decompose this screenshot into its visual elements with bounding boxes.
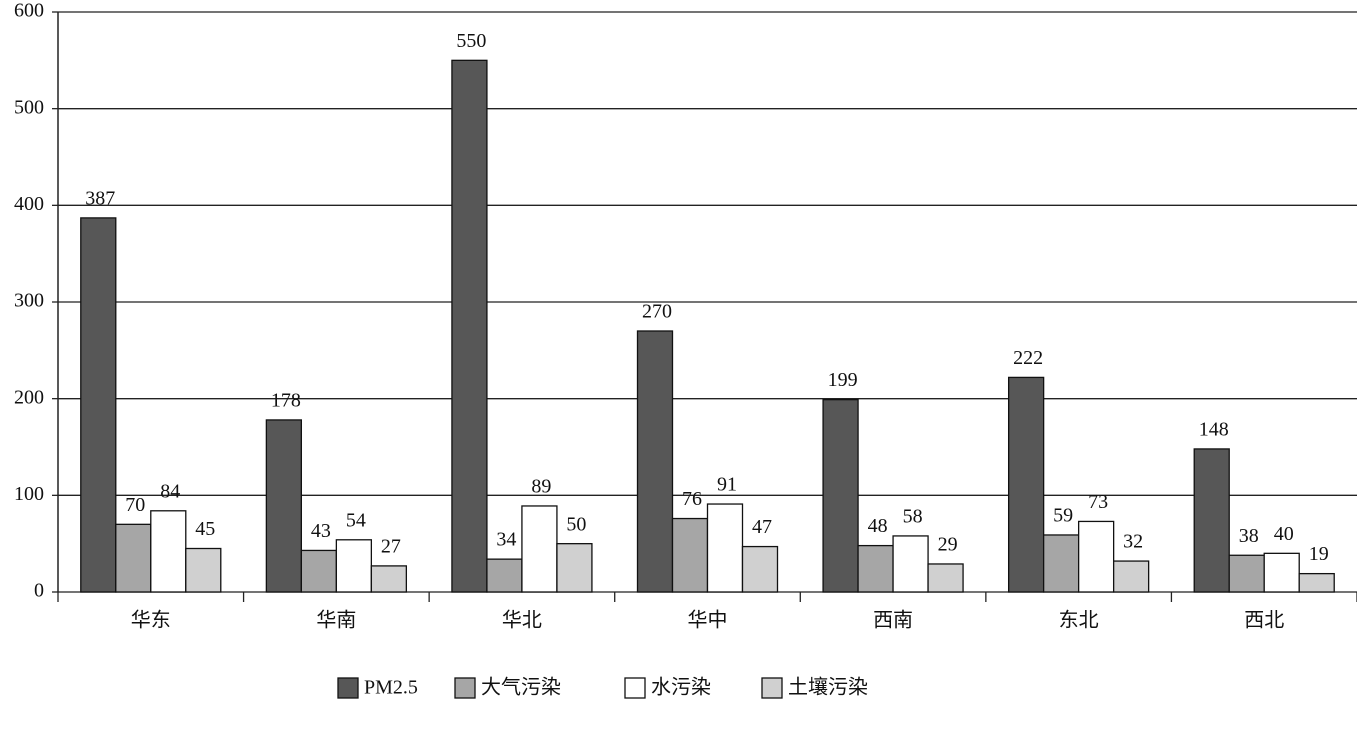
bar	[927, 563, 964, 593]
legend-swatch	[624, 677, 646, 699]
value-label: 58	[903, 506, 923, 528]
value-label: 387	[85, 187, 115, 209]
value-label: 45	[195, 518, 215, 540]
bar	[80, 217, 117, 593]
legend-swatch	[761, 677, 783, 699]
value-label: 38	[1239, 525, 1259, 547]
bar	[1077, 520, 1115, 593]
legend-swatch	[454, 677, 476, 699]
y-tick-label: 300	[14, 290, 44, 312]
bar	[115, 523, 152, 593]
bar	[300, 549, 338, 593]
value-label: 34	[496, 529, 516, 551]
bar	[451, 59, 488, 593]
x-tick-label: 西南	[873, 609, 913, 632]
bar	[892, 535, 929, 593]
value-label: 50	[566, 513, 586, 535]
x-tick-label: 华南	[316, 609, 356, 632]
value-label: 199	[828, 369, 858, 391]
legend-swatch	[337, 677, 359, 699]
bar	[1007, 376, 1045, 593]
value-label: 76	[682, 488, 702, 510]
bar	[1112, 560, 1150, 593]
value-label: 32	[1123, 531, 1143, 553]
bar	[741, 545, 779, 593]
value-label: 91	[717, 474, 737, 496]
bar	[822, 398, 859, 593]
value-label: 550	[456, 30, 486, 52]
bar	[1298, 572, 1335, 593]
bar	[556, 543, 593, 593]
legend-label: 水污染	[651, 676, 711, 699]
bar	[335, 539, 373, 593]
value-label: 222	[1013, 347, 1043, 369]
y-tick-label: 200	[14, 386, 44, 408]
bar	[150, 510, 187, 593]
y-tick-label: 100	[14, 483, 44, 505]
y-tick-label: 600	[14, 0, 44, 22]
bar	[1042, 534, 1080, 593]
bar	[636, 330, 674, 593]
legend-label: 土壤污染	[788, 676, 868, 699]
value-label: 27	[381, 535, 401, 557]
value-label: 43	[311, 520, 331, 542]
x-tick-label: 华中	[688, 609, 728, 632]
bar	[486, 558, 523, 593]
x-tick-label: 华东	[131, 609, 171, 632]
value-label: 48	[868, 515, 888, 537]
x-tick-label: 东北	[1059, 609, 1099, 632]
bar	[521, 505, 558, 593]
value-label: 89	[531, 476, 551, 498]
value-label: 54	[346, 509, 366, 531]
value-label: 59	[1053, 505, 1073, 527]
y-tick-label: 0	[34, 580, 44, 602]
x-tick-label: 西北	[1244, 609, 1284, 632]
value-label: 29	[938, 534, 958, 556]
value-label: 270	[642, 301, 672, 323]
bar	[185, 547, 222, 593]
value-label: 73	[1088, 491, 1108, 513]
value-label: 47	[752, 516, 772, 538]
value-label: 148	[1199, 419, 1229, 441]
bar	[1193, 448, 1230, 593]
bar	[671, 517, 709, 593]
value-label: 70	[125, 494, 145, 516]
bar	[1263, 552, 1300, 593]
legend-label: PM2.5	[364, 677, 418, 699]
value-label: 84	[160, 480, 180, 502]
value-label: 19	[1309, 543, 1329, 565]
value-label: 40	[1274, 523, 1294, 545]
value-label: 178	[271, 390, 301, 412]
x-tick-label: 华北	[502, 609, 542, 632]
bar	[706, 503, 744, 593]
bar	[265, 419, 303, 593]
y-tick-label: 400	[14, 193, 44, 215]
bar	[370, 565, 408, 593]
y-tick-label: 500	[14, 96, 44, 118]
legend-label: 大气污染	[481, 676, 561, 699]
bar	[1228, 554, 1265, 593]
bar	[857, 544, 894, 593]
